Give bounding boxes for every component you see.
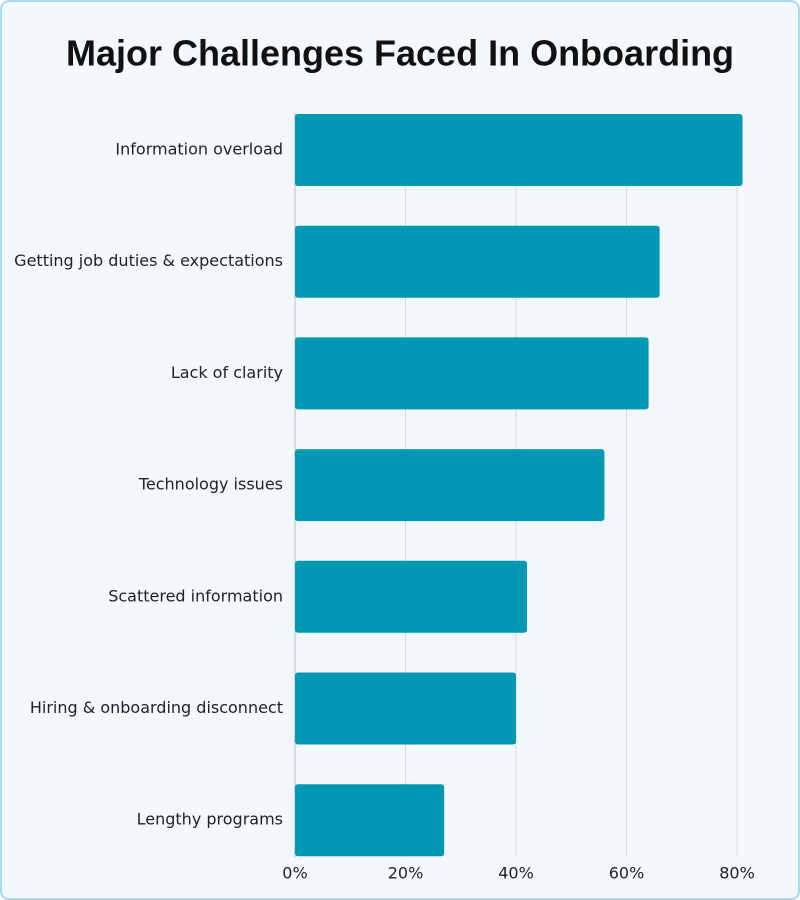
bar — [295, 672, 516, 745]
x-tick-label: 60% — [609, 864, 645, 883]
x-tick-label: 40% — [498, 864, 534, 883]
y-tick-label: Lengthy programs — [137, 810, 283, 829]
y-tick-label: Lack of clarity — [171, 363, 283, 382]
bar — [295, 337, 649, 410]
y-tick-label: Technology issues — [138, 475, 283, 494]
x-tick-label: 20% — [388, 864, 424, 883]
y-tick-label: Information overload — [115, 140, 283, 159]
chart-title: Major Challenges Faced In Onboarding — [66, 33, 734, 74]
x-tick-label: 80% — [719, 864, 755, 883]
bar — [295, 449, 605, 522]
y-tick-label: Getting job duties & expectations — [14, 251, 283, 270]
bar — [295, 784, 445, 857]
y-tick-label: Hiring & onboarding disconnect — [30, 698, 283, 717]
bar — [295, 225, 660, 298]
x-tick-label: 0% — [282, 864, 307, 883]
bar — [295, 114, 743, 186]
y-tick-label: Scattered information — [108, 586, 283, 605]
bar — [295, 560, 528, 633]
